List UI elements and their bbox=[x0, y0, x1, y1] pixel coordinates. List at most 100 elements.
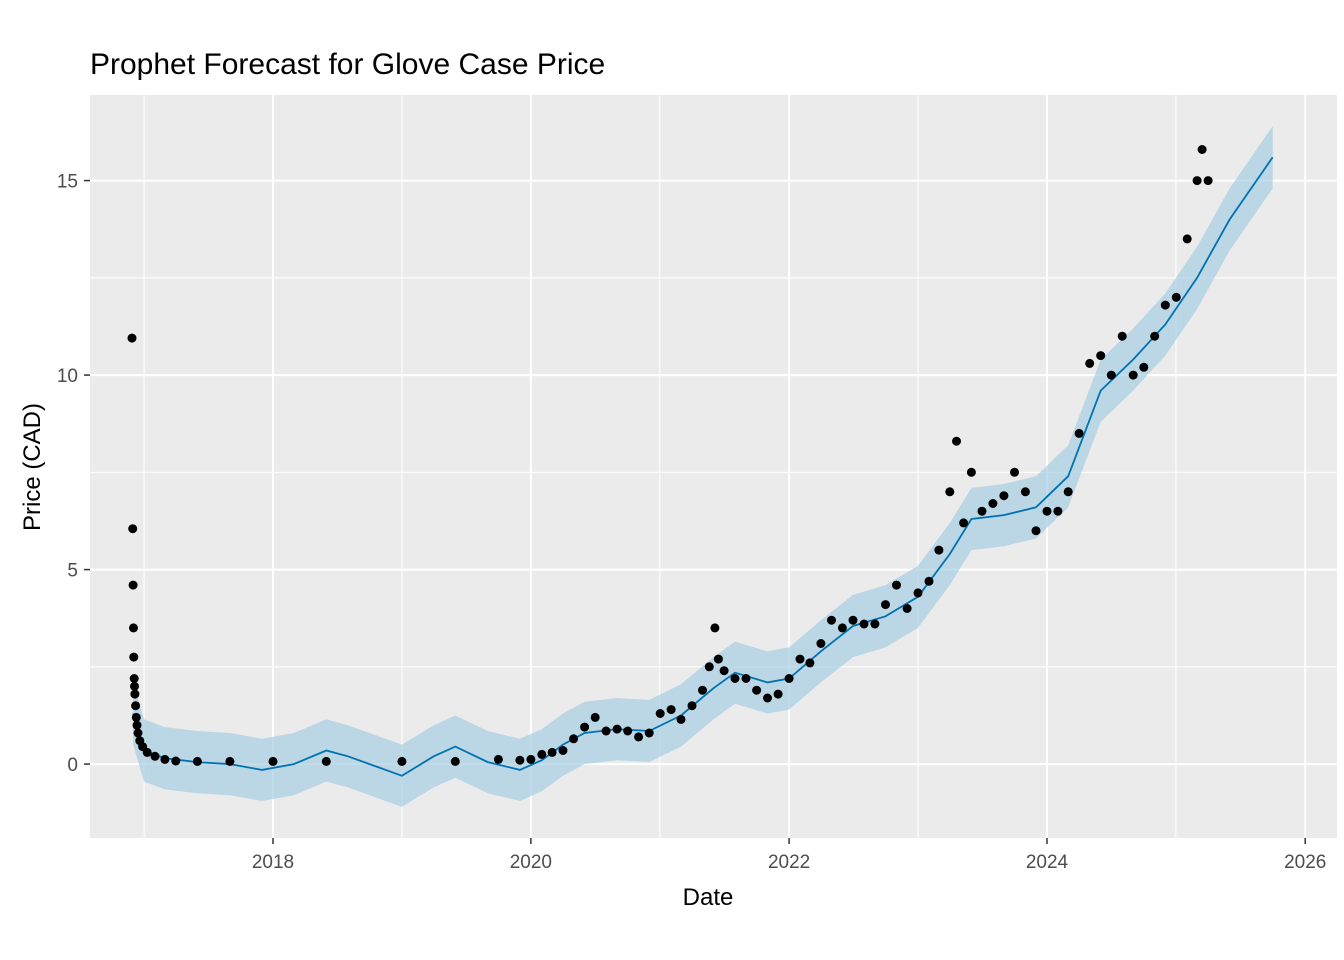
observed-point bbox=[127, 333, 137, 343]
observed-point bbox=[634, 732, 644, 742]
observed-point bbox=[1106, 370, 1116, 380]
plot-panel bbox=[90, 95, 1337, 838]
observed-point bbox=[321, 756, 331, 766]
observed-point bbox=[934, 545, 944, 555]
x-tick-label: 2026 bbox=[1284, 852, 1326, 873]
observed-point bbox=[160, 754, 170, 764]
observed-point bbox=[988, 499, 998, 508]
observed-point bbox=[902, 604, 912, 613]
observed-point bbox=[1197, 145, 1207, 154]
observed-point bbox=[580, 722, 590, 732]
observed-point bbox=[590, 712, 600, 722]
observed-point bbox=[128, 580, 138, 590]
uncertainty-band bbox=[133, 126, 1273, 807]
y-tick-label: 0 bbox=[67, 755, 78, 776]
observed-point bbox=[710, 623, 720, 633]
observed-point bbox=[795, 654, 805, 664]
observed-point bbox=[913, 588, 923, 598]
observed-point bbox=[730, 674, 740, 683]
observed-point bbox=[493, 754, 503, 764]
y-axis-title: Price (CAD) bbox=[19, 403, 46, 531]
x-tick-label: 2024 bbox=[1026, 852, 1069, 873]
observed-point bbox=[623, 726, 633, 736]
observed-point bbox=[612, 724, 622, 734]
uncertainty-band-layer bbox=[133, 126, 1273, 807]
observed-point bbox=[1053, 506, 1063, 516]
y-tick-label: 5 bbox=[67, 561, 78, 582]
observed-point bbox=[537, 749, 547, 759]
observed-point bbox=[945, 487, 955, 497]
observed-point bbox=[1182, 234, 1192, 244]
x-axis: 2018 2020 2022 2024 2026 bbox=[252, 838, 1326, 873]
observed-point bbox=[966, 467, 976, 477]
observed-points-layer bbox=[127, 145, 1213, 766]
observed-point bbox=[859, 619, 869, 629]
observed-point bbox=[827, 615, 836, 625]
observed-point bbox=[1139, 362, 1149, 372]
observed-point bbox=[1020, 487, 1030, 497]
observed-point bbox=[601, 726, 611, 736]
observed-point bbox=[1160, 300, 1170, 310]
observed-point bbox=[130, 681, 139, 691]
observed-point bbox=[515, 755, 525, 765]
observed-point bbox=[977, 506, 987, 516]
observed-point bbox=[1203, 176, 1213, 186]
observed-point bbox=[959, 518, 969, 528]
observed-point bbox=[784, 674, 794, 683]
observed-point bbox=[805, 658, 815, 668]
x-axis-title: Date bbox=[683, 884, 734, 911]
observed-point bbox=[547, 747, 557, 757]
observed-point bbox=[1063, 487, 1073, 497]
observed-point bbox=[1117, 331, 1127, 341]
forecast-line bbox=[132, 156, 1274, 777]
observed-point bbox=[773, 689, 783, 699]
observed-point bbox=[192, 756, 202, 766]
observed-point bbox=[704, 662, 714, 672]
observed-point bbox=[142, 747, 152, 757]
observed-point bbox=[1074, 428, 1084, 438]
observed-point bbox=[268, 756, 278, 766]
observed-point bbox=[837, 623, 847, 633]
observed-point bbox=[881, 600, 890, 610]
observed-point bbox=[150, 751, 160, 761]
observed-point bbox=[171, 756, 181, 766]
observed-point bbox=[129, 652, 139, 662]
x-tick-label: 2022 bbox=[768, 852, 810, 873]
observed-point bbox=[644, 728, 654, 738]
observed-point bbox=[225, 756, 235, 766]
observed-point bbox=[1010, 467, 1019, 477]
observed-point bbox=[698, 685, 707, 695]
observed-point bbox=[129, 623, 138, 633]
observed-point bbox=[924, 576, 934, 586]
observed-point bbox=[752, 685, 762, 695]
chart-title: Prophet Forecast for Glove Case Price bbox=[90, 48, 605, 81]
observed-point bbox=[655, 709, 665, 718]
observed-point bbox=[130, 689, 140, 699]
observed-point bbox=[526, 754, 536, 764]
observed-point bbox=[719, 666, 729, 676]
observed-point bbox=[666, 705, 676, 715]
observed-point bbox=[1031, 526, 1041, 536]
observed-point bbox=[558, 746, 568, 755]
x-tick-label: 2018 bbox=[252, 852, 294, 873]
observed-point bbox=[131, 712, 141, 722]
y-tick-label: 10 bbox=[57, 366, 78, 387]
observed-point bbox=[128, 524, 138, 534]
observed-point bbox=[676, 714, 686, 724]
observed-point bbox=[816, 639, 826, 648]
observed-point bbox=[1042, 506, 1052, 516]
observed-point bbox=[129, 674, 139, 683]
observed-point bbox=[848, 615, 858, 625]
observed-point bbox=[131, 701, 141, 711]
observed-point bbox=[569, 734, 579, 744]
y-tick-label: 15 bbox=[57, 172, 78, 193]
observed-point bbox=[999, 491, 1009, 501]
observed-point bbox=[133, 728, 143, 738]
observed-point bbox=[713, 654, 723, 664]
x-tick-label: 2020 bbox=[510, 852, 552, 873]
observed-point bbox=[870, 619, 880, 629]
observed-point bbox=[1171, 292, 1181, 302]
observed-point bbox=[450, 756, 460, 766]
observed-point bbox=[1128, 370, 1138, 380]
